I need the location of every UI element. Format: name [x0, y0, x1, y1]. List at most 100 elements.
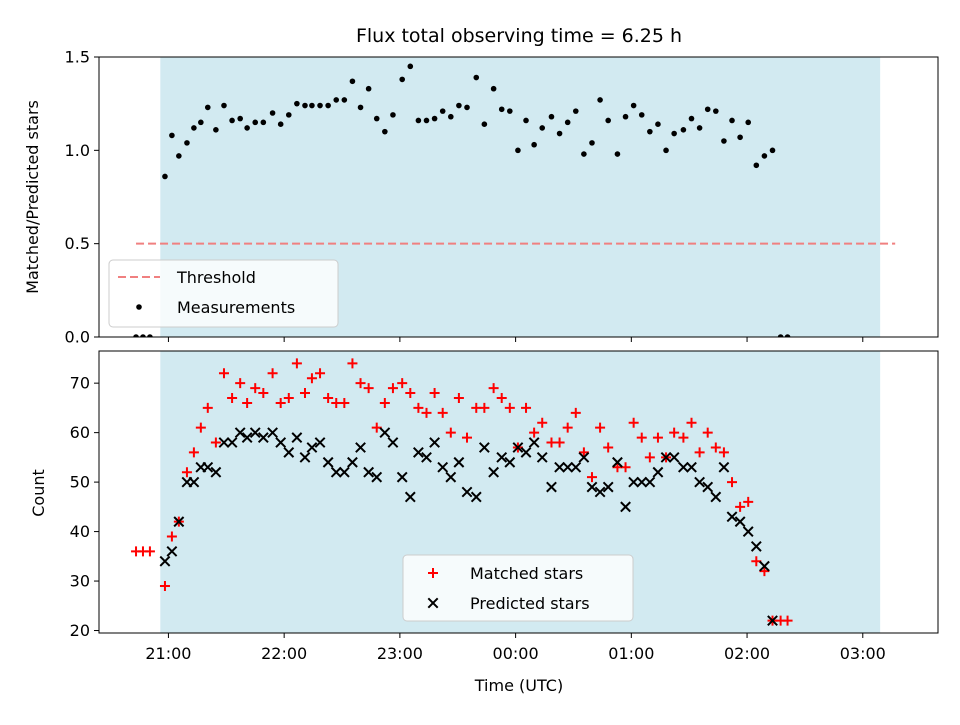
data-point — [734, 516, 746, 528]
data-point — [133, 334, 139, 337]
data-point — [355, 378, 366, 389]
x-tick-label: 01:00 — [608, 644, 654, 663]
data-point — [562, 422, 573, 433]
data-point — [594, 486, 606, 498]
legend-matched-label: Matched stars — [470, 564, 583, 583]
data-point — [554, 437, 565, 448]
data-point — [176, 153, 182, 159]
data-point — [260, 119, 267, 126]
data-point — [718, 461, 730, 473]
data-point — [437, 461, 449, 473]
data-point — [453, 393, 464, 403]
data-point — [166, 531, 177, 542]
data-point — [339, 397, 350, 408]
data-point — [536, 451, 548, 463]
legend-box — [108, 259, 339, 328]
data-point — [349, 78, 356, 85]
data-point — [431, 115, 438, 122]
data-point — [277, 121, 284, 127]
data-point — [520, 447, 532, 458]
data-point — [252, 119, 259, 126]
top-panel-y-axis-title: Matched/Predicted stars — [23, 100, 42, 294]
data-point — [275, 437, 287, 448]
data-point — [710, 491, 722, 503]
data-point — [202, 402, 213, 413]
data-point — [702, 427, 713, 438]
data-point — [686, 417, 697, 428]
data-point — [586, 472, 597, 483]
data-point — [162, 173, 168, 180]
data-point — [644, 476, 656, 488]
data-point — [479, 402, 490, 413]
data-point — [445, 427, 456, 438]
data-point — [622, 113, 629, 120]
data-point — [504, 456, 516, 468]
top-panel-frame — [98, 56, 939, 338]
bottom-panel-frame — [98, 350, 939, 634]
data-point — [490, 85, 497, 92]
data-point — [159, 581, 170, 591]
data-point — [181, 467, 192, 478]
data-point — [602, 481, 614, 493]
data-point — [620, 462, 631, 473]
data-point — [737, 134, 743, 141]
data-point — [291, 358, 302, 369]
data-point — [614, 151, 621, 157]
data-point — [521, 402, 532, 413]
data-point — [445, 471, 457, 483]
data-point — [173, 516, 185, 528]
data-point — [578, 447, 589, 458]
data-point — [421, 407, 432, 418]
data-point — [539, 125, 546, 131]
data-point — [371, 471, 383, 483]
legend-measurements-label: Measurements — [177, 298, 295, 317]
y-tick-label: 70 — [70, 374, 90, 393]
x-tick-label: 22:00 — [261, 644, 307, 663]
data-point — [314, 437, 326, 448]
x-axis-title: Time (UTC) — [474, 676, 563, 695]
data-point — [399, 76, 405, 83]
data-point — [578, 451, 590, 463]
data-point — [680, 127, 687, 133]
data-point — [595, 422, 606, 433]
bottom-panel: 20 30 40 50 60 70 21:00 22:00 23:00 00:00 01:00 02:… — [70, 350, 939, 663]
data-point — [507, 108, 513, 114]
data-point — [227, 393, 238, 403]
data-point — [269, 110, 276, 116]
data-point — [379, 397, 390, 408]
y-tick-label: 1.5 — [65, 48, 90, 67]
data-point — [249, 427, 261, 439]
data-point — [306, 442, 318, 453]
data-point — [750, 541, 762, 552]
data-point — [291, 432, 303, 443]
data-point — [528, 437, 540, 448]
data-point — [188, 447, 199, 458]
data-point — [461, 486, 473, 498]
data-point — [751, 556, 762, 567]
data-point — [743, 496, 754, 507]
data-point — [234, 427, 246, 439]
data-point — [777, 334, 784, 337]
x-tick-label: 21:00 — [145, 644, 191, 663]
data-point — [761, 153, 768, 159]
data-point — [241, 432, 253, 443]
data-point — [478, 442, 490, 453]
data-point — [636, 476, 648, 488]
data-point — [630, 102, 637, 109]
data-point — [429, 437, 441, 448]
data-point — [397, 378, 408, 389]
data-point — [572, 108, 579, 114]
data-point — [226, 437, 238, 448]
data-point — [267, 368, 278, 379]
legend-measurements-swatch — [136, 304, 142, 310]
data-point — [242, 397, 253, 408]
data-point — [686, 461, 697, 473]
data-point — [759, 560, 770, 572]
legend: Threshold Measurements — [108, 259, 339, 328]
data-point — [267, 427, 278, 439]
chart-title: Flux total observing time = 6.25 h — [356, 25, 682, 47]
data-point — [638, 112, 645, 118]
data-point — [570, 461, 582, 473]
legend-predicted-swatch — [427, 597, 439, 609]
